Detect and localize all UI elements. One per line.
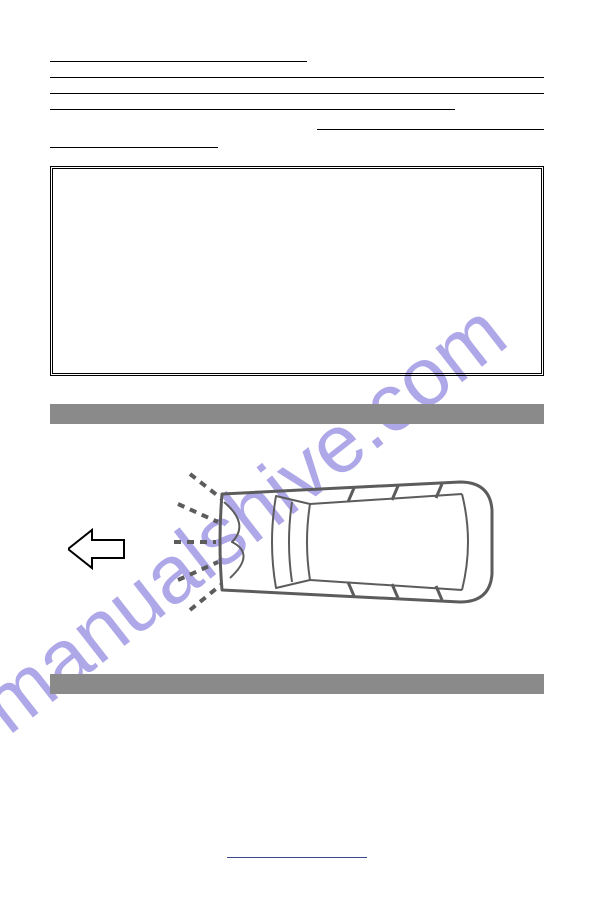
header-line-5	[317, 116, 544, 130]
section-bar-2	[50, 674, 544, 694]
car-diagram	[50, 444, 544, 654]
header-line-4	[50, 96, 455, 110]
header-line-2	[50, 64, 544, 78]
direction-arrow-icon	[68, 526, 126, 572]
footer-link-line	[227, 857, 367, 858]
double-border-frame	[50, 166, 544, 376]
header-line-3	[50, 80, 544, 94]
header-redacted-lines	[50, 48, 544, 148]
header-line-1	[50, 48, 307, 62]
section-bar-1	[50, 404, 544, 424]
header-line-6	[50, 134, 218, 148]
car-top-view-icon	[160, 454, 500, 629]
page-content	[0, 0, 594, 724]
